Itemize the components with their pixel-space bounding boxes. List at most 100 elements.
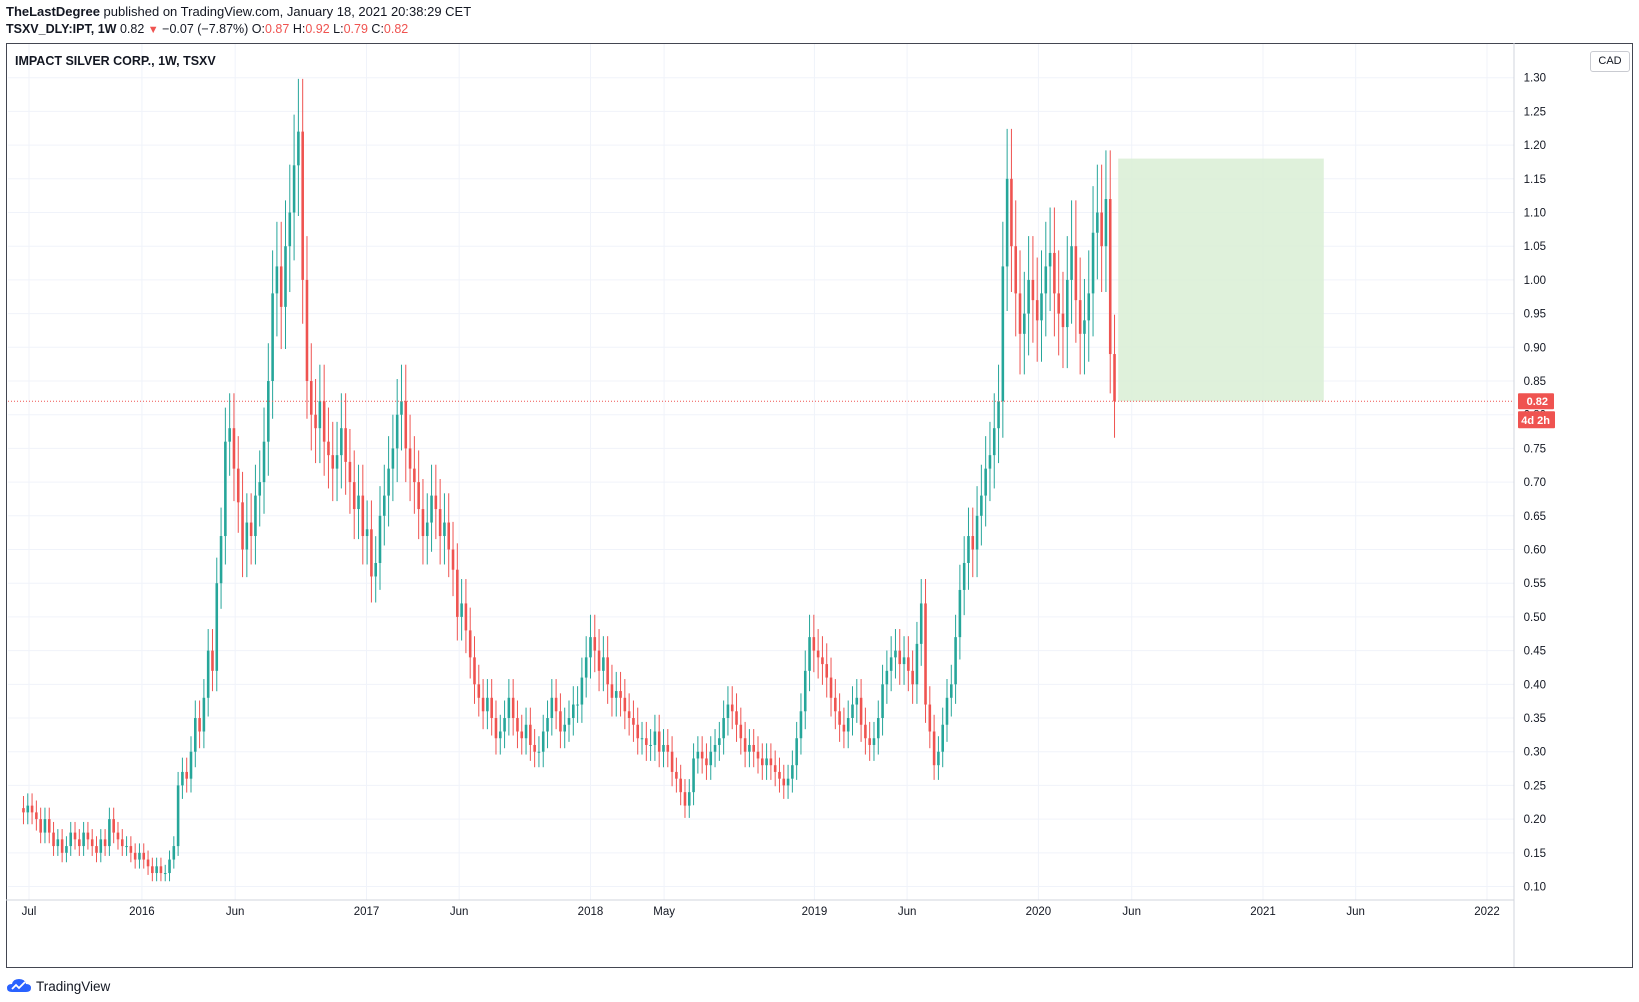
candle-body (597, 650, 601, 671)
candle-body (816, 650, 820, 658)
candle-body (872, 738, 876, 745)
candle-body (340, 428, 343, 456)
candle-body (1014, 246, 1018, 294)
candle-body (739, 724, 743, 739)
candle-body (687, 792, 691, 806)
candle-body (370, 529, 373, 577)
candle-body (400, 401, 403, 415)
candle-body (975, 515, 979, 550)
candle-body (546, 718, 549, 732)
candle-body (563, 724, 566, 732)
chart-title: IMPACT SILVER CORP., 1W, TSXV (15, 54, 216, 68)
candle-body (550, 697, 554, 719)
candle-body (730, 704, 734, 712)
candle-body (554, 697, 558, 712)
candle-body (206, 650, 210, 698)
candle-body (962, 562, 966, 590)
candle-body (950, 684, 953, 698)
candle-body (524, 724, 528, 739)
y-tick-label: 1.30 (1524, 73, 1546, 85)
candle-body (1001, 266, 1005, 402)
quote-line: TSXV_DLY:IPT, 1W 0.82 ▼ −0.07 (−7.87%) O… (6, 22, 408, 36)
y-tick-label: 1.20 (1524, 140, 1546, 152)
candle-body (992, 428, 996, 456)
candle-body (86, 832, 90, 840)
y-tick-label: 0.45 (1524, 646, 1546, 658)
countdown-tag: 4d 2h (1521, 415, 1550, 427)
candle-body (503, 718, 506, 732)
candle-body (181, 771, 184, 786)
candle-body (610, 684, 614, 698)
y-tick-label: 0.70 (1524, 477, 1546, 489)
candle-body (941, 724, 944, 752)
currency-badge[interactable]: CAD (1590, 51, 1630, 72)
candle-body (456, 569, 459, 617)
y-tick-label: 0.65 (1524, 511, 1546, 523)
candle-body (168, 859, 171, 874)
candle-body (155, 866, 158, 874)
x-tick-label: May (653, 906, 675, 918)
candle-body (172, 846, 176, 860)
candle-body (481, 697, 485, 712)
tradingview-logo[interactable]: TradingView (6, 975, 110, 997)
candle-body (911, 670, 914, 685)
candle-body (275, 266, 279, 294)
candle-body (383, 495, 386, 516)
y-tick-label: 0.85 (1524, 376, 1546, 388)
candle-body (159, 866, 163, 874)
candle-body (425, 522, 429, 537)
candle-body (894, 650, 897, 658)
candle-body (374, 562, 377, 577)
candle-body (443, 522, 446, 537)
candle-body (718, 738, 721, 745)
candle-body (404, 401, 408, 449)
candle-body (614, 691, 618, 698)
candle-body (520, 731, 524, 739)
candle-body (258, 482, 262, 496)
candle-body (215, 583, 219, 671)
candle-body (602, 657, 605, 671)
candle-body (855, 697, 859, 705)
candle-body (43, 819, 47, 833)
y-tick-label: 0.60 (1524, 545, 1546, 557)
candle-body (748, 744, 751, 752)
y-tick-label: 0.15 (1524, 848, 1546, 860)
candle-body (95, 846, 98, 853)
candle-body (773, 765, 777, 772)
candle-body (331, 455, 335, 469)
candle-body (829, 677, 833, 698)
candle-body (859, 697, 863, 725)
candle-body (60, 839, 64, 853)
candle-body (438, 509, 442, 537)
candle-body (670, 751, 674, 772)
symbol-label[interactable]: TSXV_DLY:IPT, 1W (6, 22, 117, 36)
author-name[interactable]: TheLastDegree (6, 4, 100, 19)
chart-frame[interactable] (6, 43, 1633, 968)
candle-body (576, 704, 579, 706)
candle-body (885, 670, 889, 685)
candle-body (958, 589, 962, 638)
x-tick-label: 2021 (1250, 906, 1276, 918)
candle-body (868, 738, 871, 745)
y-tick-label: 0.90 (1524, 342, 1546, 354)
candle-body (236, 468, 240, 503)
candle-body (314, 414, 317, 429)
candle-body (864, 724, 867, 739)
candle-body (726, 704, 730, 719)
candle-body (494, 718, 498, 739)
price-tag-bg (1518, 393, 1554, 410)
candle-body (228, 428, 231, 442)
candle-body (1078, 300, 1082, 334)
candle-body (464, 603, 468, 631)
candle-body (567, 718, 571, 725)
candle-body (292, 165, 296, 213)
candle-body (387, 468, 390, 496)
y-tick-label: 0.25 (1524, 780, 1546, 792)
candle-body (572, 704, 575, 719)
candle-body (35, 812, 38, 820)
candle-body (224, 441, 227, 537)
candle-body (765, 758, 768, 766)
candle-body (232, 428, 236, 469)
candle-body (1044, 266, 1048, 294)
